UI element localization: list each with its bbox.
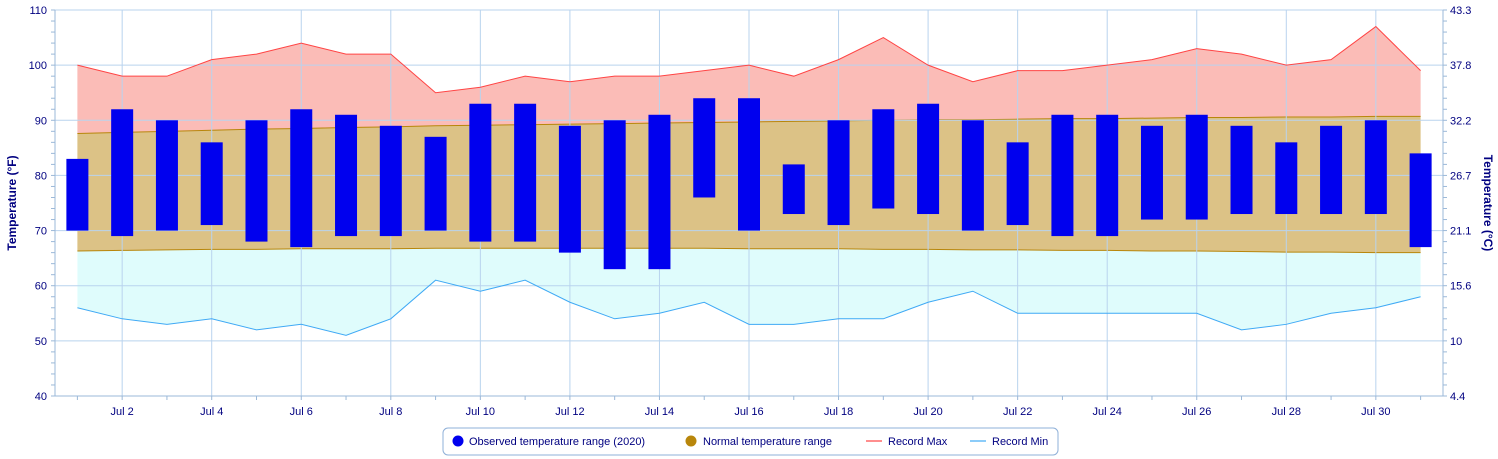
record-lines — [77, 25, 1421, 336]
observed-bar — [648, 114, 671, 270]
axes: 40 50 60 70 80 90 100 110 4.4 10 15.6 21.1 26.7 32.2 3… — [29, 5, 1472, 418]
observed-bar — [1230, 125, 1253, 215]
x-tick-label: Jul 28 — [1272, 406, 1301, 418]
legend-normal-label: Normal temperature range — [703, 436, 832, 448]
observed-bar — [1006, 142, 1029, 226]
observed-bar — [155, 120, 178, 231]
record-max-line — [77, 25, 1421, 94]
y-tick-label-right: 4.4 — [1450, 391, 1465, 403]
y-tick-label-right: 43.3 — [1450, 5, 1471, 17]
legend-item-normal[interactable]: Normal temperature range — [685, 435, 833, 449]
observed-bar — [1275, 142, 1298, 215]
legend-item-record-min[interactable]: Record Min — [970, 436, 1048, 448]
observed-bar — [1140, 125, 1163, 220]
x-tick-label: Jul 2 — [111, 406, 134, 418]
y-tick-label-right: 37.8 — [1450, 60, 1471, 72]
y-tick-label-left: 110 — [29, 5, 47, 17]
x-tick-label: Jul 10 — [466, 406, 495, 418]
observed-bar — [335, 114, 358, 237]
y-axis-title-right: Temperature (°C) — [1481, 155, 1495, 252]
observed-bar — [200, 142, 223, 226]
y-tick-label-right: 21.1 — [1450, 226, 1471, 238]
x-tick-label: Jul 12 — [555, 406, 584, 418]
observed-bar — [1320, 125, 1343, 215]
observed-bar — [245, 120, 268, 242]
observed-bar — [1364, 120, 1387, 215]
legend-observed-marker — [452, 435, 464, 447]
legend-record-min-label: Record Min — [992, 436, 1048, 448]
y-tick-label-left: 80 — [35, 170, 47, 182]
observed-bar — [827, 120, 850, 226]
x-tick-label: Jul 26 — [1182, 406, 1211, 418]
observed-bar — [111, 109, 134, 237]
observed-bar — [603, 120, 626, 270]
observed-bar — [917, 103, 940, 215]
x-tick-label: Jul 6 — [290, 406, 313, 418]
observed-bar — [469, 103, 492, 242]
observed-bar — [424, 136, 447, 231]
y-tick-label-right: 10 — [1450, 336, 1462, 348]
observed-bar — [1051, 114, 1074, 237]
x-tick-label: Jul 8 — [379, 406, 402, 418]
legend-item-record-max[interactable]: Record Max — [866, 436, 948, 448]
observed-bar — [290, 109, 313, 248]
observed-bar — [514, 103, 537, 242]
record-min-line — [77, 279, 1421, 336]
y-axis-title-left: Temperature (°F) — [5, 155, 19, 250]
legend-observed-label: Observed temperature range (2020) — [469, 436, 645, 448]
observed-bar — [961, 120, 984, 231]
x-tick-label: Jul 24 — [1093, 406, 1122, 418]
y-tick-label-left: 60 — [35, 281, 47, 293]
observed-bar — [693, 98, 716, 198]
x-tick-label: Jul 22 — [1003, 406, 1032, 418]
observed-bar — [738, 98, 760, 231]
y-tick-label-left: 100 — [29, 60, 47, 72]
x-tick-label: Jul 16 — [734, 406, 763, 418]
legend-record-max-label: Record Max — [888, 436, 948, 448]
x-tick-label: Jul 20 — [913, 406, 942, 418]
y-tick-label-right: 26.7 — [1450, 170, 1471, 182]
observed-bar — [379, 125, 402, 237]
observed-bar — [66, 158, 89, 231]
y-tick-label-left: 40 — [35, 391, 47, 403]
x-tick-label: Jul 4 — [200, 406, 223, 418]
x-tick-label: Jul 18 — [824, 406, 853, 418]
y-tick-label-right: 15.6 — [1450, 281, 1471, 293]
y-tick-label-left: 50 — [35, 336, 47, 348]
observed-bar — [872, 109, 895, 209]
y-tick-label-left: 90 — [35, 115, 47, 127]
legend-box — [442, 427, 1059, 456]
legend: Observed temperature range (2020) Normal… — [442, 427, 1059, 456]
observed-bar — [1185, 114, 1208, 220]
legend-normal-marker — [685, 435, 697, 447]
observed-bar — [558, 125, 581, 253]
x-tick-label: Jul 30 — [1361, 406, 1390, 418]
y-tick-label-left: 70 — [35, 226, 47, 238]
observed-bar — [1409, 153, 1432, 248]
x-tick-label: Jul 14 — [645, 406, 674, 418]
observed-bar — [1096, 114, 1119, 237]
observed-bar — [782, 164, 805, 215]
legend-item-observed[interactable]: Observed temperature range (2020) — [452, 435, 646, 449]
observed-bars — [66, 98, 1432, 270]
y-tick-label-right: 32.2 — [1450, 115, 1471, 127]
